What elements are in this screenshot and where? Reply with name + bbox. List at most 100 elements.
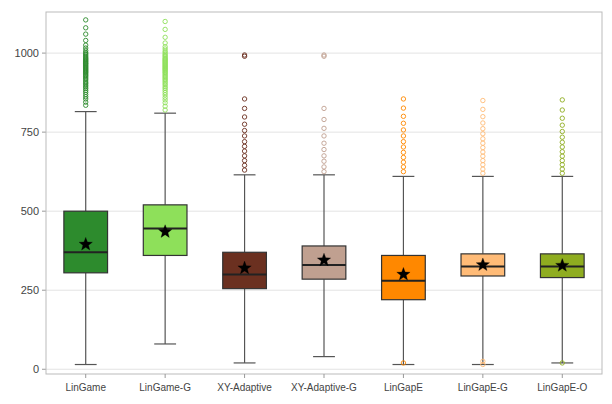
tick-label: 500 [21,205,39,217]
box [64,211,108,273]
flier [322,126,326,130]
y-axis: 02505007501000 [15,47,602,375]
box [540,254,584,278]
whisker [562,176,563,253]
flier [242,163,246,167]
box-group [302,53,346,357]
flier [242,106,246,110]
flier [322,165,326,169]
flier [401,139,405,143]
whisker [403,300,404,365]
flier [481,167,485,171]
flier [560,116,564,120]
flier [560,361,564,365]
median [302,264,346,266]
whisker-cap [551,176,573,177]
mean-marker [476,258,489,271]
whisker-cap [393,176,415,177]
flier [322,53,326,57]
whisker-cap [154,113,176,114]
flier [84,26,88,30]
flier [401,160,405,164]
whisker-cap [234,174,256,175]
flier [401,145,405,149]
flier [481,107,485,111]
tick-label: LinGapE [384,382,423,393]
tick-mark [42,290,46,291]
flier [401,134,405,138]
box-group [143,19,187,344]
flier [401,361,405,365]
whisker-cap [75,364,97,365]
flier [84,38,88,42]
grid-line [46,132,602,133]
flier [481,121,485,125]
whisker-cap [472,176,494,177]
flier [481,132,485,136]
tick-label: 250 [21,284,39,296]
tick-label: XY-Adaptive [217,382,272,393]
flier [242,144,246,148]
flier [84,32,88,36]
flier [401,106,405,110]
flier [481,141,485,145]
tick-mark [562,374,563,378]
flier [84,43,88,47]
flier [242,154,246,158]
whisker [562,278,563,363]
flier [560,98,564,102]
tick-label: LinGapE-G [458,382,508,393]
flier [322,159,326,163]
tick-label: LinGame-G [139,382,191,393]
flier [481,145,485,149]
flier [560,123,564,127]
flier [242,139,246,143]
flier [242,149,246,153]
flier [242,134,246,138]
whisker [165,113,166,205]
tick-label: XY-Adaptive-G [291,382,357,393]
flier [322,154,326,158]
flier [322,141,326,145]
flier [322,117,326,121]
box-group [382,97,426,365]
mean-marker [556,259,569,272]
whisker-cap [313,356,335,357]
flier [401,155,405,159]
flier [163,27,167,31]
tick-label: LinGame [65,382,106,393]
tick-label: 750 [21,126,39,138]
tick-mark [42,369,46,370]
whisker [244,289,245,363]
box-group [461,98,505,366]
box-group [223,53,267,363]
flier [401,169,405,173]
flier [560,154,564,158]
tick-label: LinGapE-O [537,382,587,393]
median [223,273,267,275]
flier [560,135,564,139]
flier [481,150,485,154]
whisker [403,176,404,255]
flier [322,106,326,110]
flier [481,98,485,102]
chart: 02505007501000LinGameLinGame-GXY-Adaptiv… [0,0,612,404]
whisker-cap [551,362,573,363]
whisker [323,279,324,356]
flier [322,147,326,151]
flier [401,150,405,154]
flier [242,97,246,101]
flier [481,126,485,130]
flier [242,168,246,172]
box [223,252,267,288]
whisker [85,112,86,212]
whisker-cap [154,343,176,344]
whisker [482,276,483,365]
tick-mark [42,132,46,133]
grid-line [46,369,602,370]
whisker [244,175,245,252]
flier [242,115,246,119]
flier [163,35,167,39]
tick-label: 1000 [15,47,39,59]
flier [560,158,564,162]
